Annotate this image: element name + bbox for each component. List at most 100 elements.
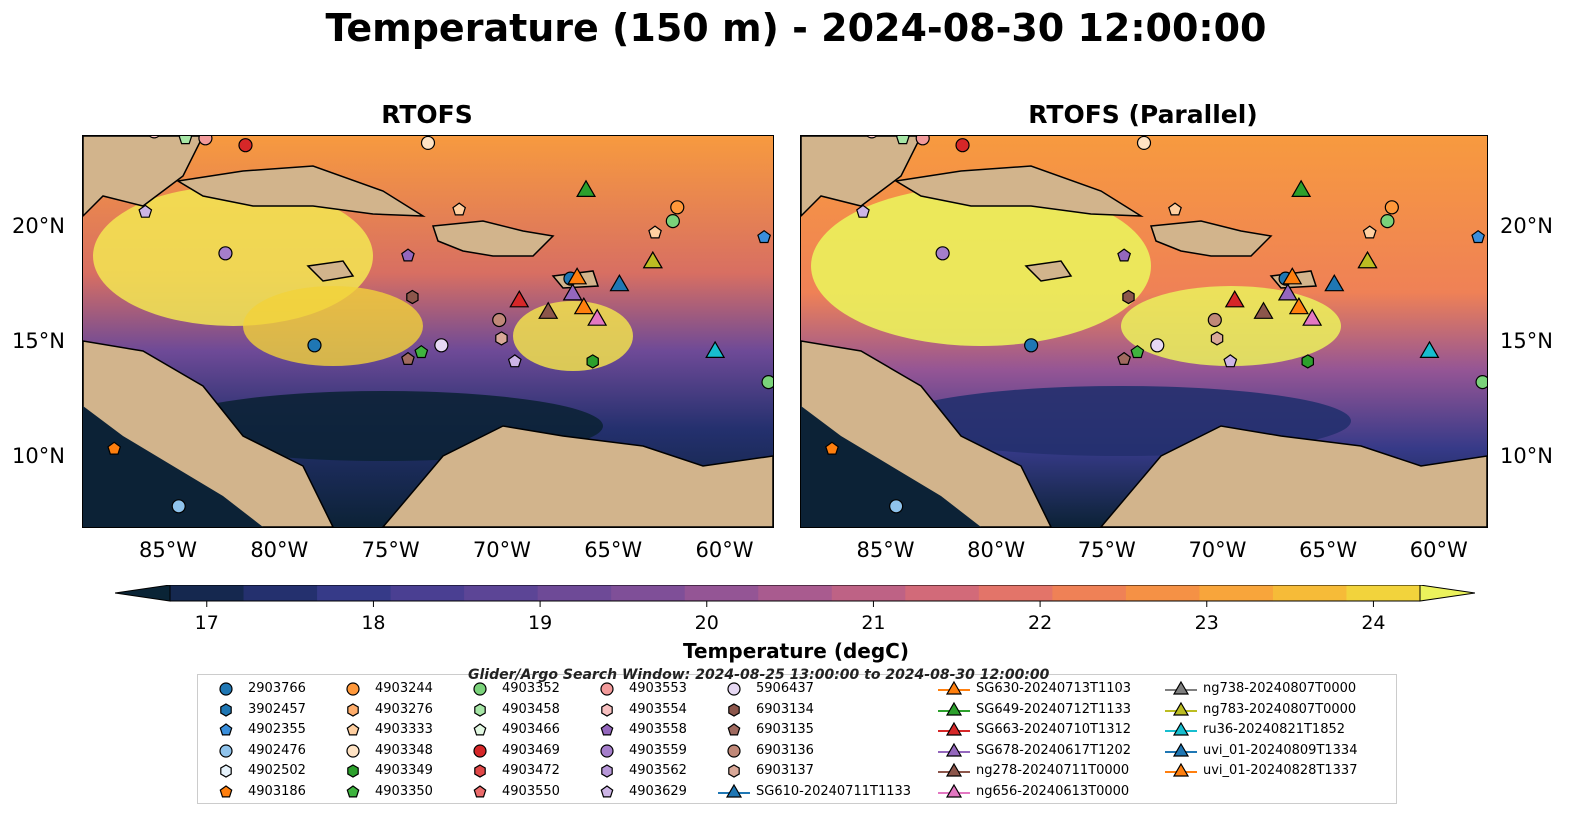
map-marker [562,283,583,301]
legend-marker-icon [600,784,614,797]
legend-marker-icon [347,764,359,778]
map-marker [1301,354,1315,369]
legend-entry-label: 4903559 [629,742,687,758]
legend-marker-icon [473,743,487,758]
legend-symbol [600,784,614,797]
x-tick-label: 65°W [584,538,643,562]
colorbar-extend-max [1419,584,1476,602]
map-marker [1122,289,1135,305]
legend-entry-label: 4903186 [248,783,306,799]
y-tick-label: 20°N [1500,214,1553,238]
legend-symbol [346,784,360,797]
colorbar: 17 18 19 20 21 22 23 24 [114,584,1476,655]
map-marker [171,499,186,514]
legend-marker-icon [938,742,970,757]
colorbar-bin [317,585,392,601]
map-marker [895,136,910,145]
x-tick-label: 60°W [695,538,754,562]
land-jamaica [1024,260,1073,282]
legend-entry-label: ng278-20240711T0000 [976,763,1130,778]
legend-marker-icon [718,783,750,798]
colorbar-bin [978,585,1053,601]
colorbar-tick-label: 19 [528,612,552,634]
map-marker [1130,344,1145,359]
land-hispaniola [431,220,555,257]
map-marker [1362,225,1377,239]
legend-marker-icon [474,702,486,717]
legend-entry-label: 4903244 [375,681,433,696]
map-marker [1419,340,1440,358]
colorbar-bin [390,585,465,601]
legend-entry-label: uvi_01-20240828T1337 [1203,763,1358,778]
map-marker [1117,248,1132,262]
legend-symbol [474,764,486,778]
legend-symbol [473,682,487,696]
map-marker [955,138,970,153]
map-marker [452,202,467,216]
legend-symbol [473,784,487,797]
legend-entry-label: 6903135 [756,722,814,737]
colorbar-tick-label: 20 [695,612,719,634]
legend-marker-icon [1165,680,1197,695]
colorbar-bin [905,585,980,601]
legend-marker-icon [220,702,232,717]
map-marker [406,289,419,305]
map-marker [1224,289,1245,308]
map-marker [825,441,839,455]
map-marker [307,338,322,353]
map-marker [138,204,153,218]
legend-symbol [473,743,487,758]
map-marker [495,331,508,346]
legend-marker-icon [474,764,486,778]
legend-entry-label: ng783-20240807T0000 [1203,701,1357,717]
legend-entry-label: 4903553 [629,681,687,696]
map-marker [538,301,559,319]
x-tick-label: 80°W [967,538,1026,562]
colorbar-label: Temperature (degC) [683,639,909,663]
colorbar-bin [170,585,245,601]
legend-symbol [219,723,233,736]
map-marker [648,225,662,239]
map-marker [1136,136,1152,150]
map-panel-rtofs-parallel [800,135,1488,528]
legend-entry-label: SG630-20240713T1103 [976,681,1132,696]
colorbar-svg: 17 18 19 20 21 22 23 24 [114,584,1476,634]
colorbar-bin [537,585,612,601]
legend-marker-icon [727,682,741,696]
x-tick-label: 75°W [1077,538,1136,562]
pacific [83,406,263,527]
x-tick-label: 70°W [1188,538,1247,562]
colorbar-tick-label: 22 [1028,612,1052,634]
legend: Glider/Argo Search Window: 2024-08-25 13… [197,667,1397,804]
legend-entry-label: 4902502 [248,763,306,778]
legend-triangle [1172,721,1190,736]
legend-entry-label: 3902457 [248,701,306,717]
legend-marker-icon [1165,701,1197,716]
map-marker [665,213,680,229]
map-marker [1210,331,1224,346]
map-marker [1288,297,1309,315]
legend-marker-icon [938,680,970,695]
legend-symbol [601,702,613,717]
marker-layer-rtofs-parallel [825,136,1487,514]
legend-marker-icon [1165,721,1197,736]
land-cuba [175,165,426,217]
map-marker [434,338,449,353]
legend-entry-label: ng738-20240807T0000 [1203,681,1357,696]
legend-entry-label: 2903766 [248,681,306,696]
legend-triangle [945,783,963,798]
land-cuba [893,165,1144,217]
legend-marker-icon [600,743,614,758]
colorbar-bin [758,585,833,601]
pacific [801,406,981,527]
legend-symbol [220,764,232,778]
land-jamaica [306,260,355,282]
x-tick-label: 75°W [361,538,420,562]
map-marker [1253,301,1274,319]
legend-marker-icon [346,723,360,736]
legend-marker-icon [600,723,614,736]
legend-entry-label: 4903466 [502,722,560,737]
legend-entry-label: 4903333 [375,722,433,737]
legend-triangle [945,762,963,777]
colorbar-bin [1272,585,1347,601]
